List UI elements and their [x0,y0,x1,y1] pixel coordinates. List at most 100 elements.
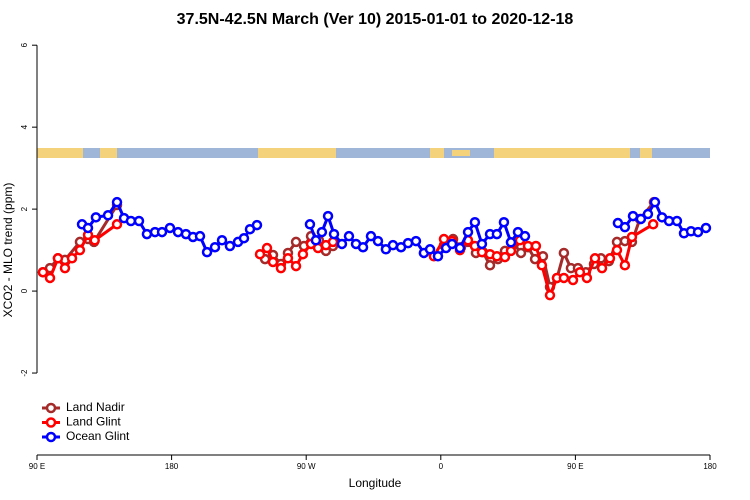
data-point [387,239,399,251]
data-point [491,250,503,262]
y-tick-label: 6 [20,42,29,47]
legend-marker [45,402,57,414]
data-point [44,272,56,284]
data-point [209,241,221,253]
data-point [164,222,176,234]
x-axis-label: Longitude [349,476,402,490]
y-tick-label: 2 [20,206,29,211]
data-point [102,210,114,221]
data-point [111,196,123,208]
data-point [476,238,488,250]
x-tick-label: 90 W [297,462,316,471]
y-tick-label: 0 [20,288,29,293]
data-point [275,262,287,274]
data-point [499,251,511,263]
data-point [558,247,570,259]
data-point [290,260,302,272]
data-point [238,232,250,244]
data-point [224,240,236,252]
data-point [111,219,123,230]
data-point [642,208,654,220]
data-point [156,226,168,238]
data-point [692,226,704,238]
data-point [498,216,510,228]
data-point [201,246,213,258]
data-point [125,215,137,227]
data-point [619,260,631,271]
x-tick-label: 180 [165,462,179,471]
x-tick-label: 90 E [567,462,583,471]
data-point [343,230,355,242]
data-point [251,219,263,231]
data-point [446,238,458,250]
legend-marker [45,431,57,443]
data-point [515,247,527,259]
data-point [519,230,531,242]
data-point [432,250,444,262]
data-point [484,260,496,271]
x-tick-label: 180 [703,462,717,471]
data-point [267,256,279,268]
data-point [619,221,631,233]
data-point [254,248,266,260]
data-point [536,260,548,271]
data-point [649,196,661,208]
data-point [567,274,579,286]
data-point [505,237,517,248]
data-point [476,246,488,258]
x-tick-label: 0 [439,462,444,471]
data-point [462,226,474,238]
data-point [297,248,309,260]
data-point [626,231,638,243]
data-point [365,230,377,242]
data-point [372,235,384,247]
legend-label: Land Glint [66,415,121,429]
data-point [316,226,328,238]
data-point [596,262,608,274]
data-point [357,241,369,253]
y-tick-label: -2 [20,369,29,377]
data-point [469,216,481,228]
data-point [89,235,100,246]
data-point [491,228,503,240]
data-point [410,235,422,247]
data-point [261,242,273,254]
data-point [424,244,436,255]
data-point [141,228,153,240]
legend-label: Ocean Glint [66,429,130,443]
data-point [59,262,71,274]
data-point [310,235,322,246]
plot-area: -2 0 2 4 6 90 E 180 90 W 0 90 E 180 [20,42,717,471]
legend-label: Land Nadir [66,400,125,414]
data-point [82,222,94,234]
data-point [581,272,593,284]
data-point [74,244,86,256]
data-point [336,238,348,250]
data-point [438,233,450,245]
data-point [290,236,302,248]
data-point [574,266,586,278]
data-point [647,219,659,230]
data-point [90,212,102,223]
y-tick-label: 4 [20,124,29,129]
data-point [322,210,334,222]
data-point [454,242,466,254]
data-point [133,215,145,227]
data-point [544,289,556,301]
land-ocean-strip [37,148,710,158]
data-point [611,244,623,256]
data-point [194,230,206,242]
data-point [589,253,601,264]
y-axis-label: XCO2 - MLO trend (ppm) [1,183,15,318]
data-point [530,240,542,252]
data-point [282,253,294,264]
data-point [558,272,570,284]
legend-marker [45,417,57,428]
chart-title: 37.5N-42.5N March (Ver 10) 2015-01-01 to… [177,11,574,28]
data-point [700,222,712,234]
data-point [304,219,316,230]
data-point [328,228,340,240]
data-point [505,245,517,257]
